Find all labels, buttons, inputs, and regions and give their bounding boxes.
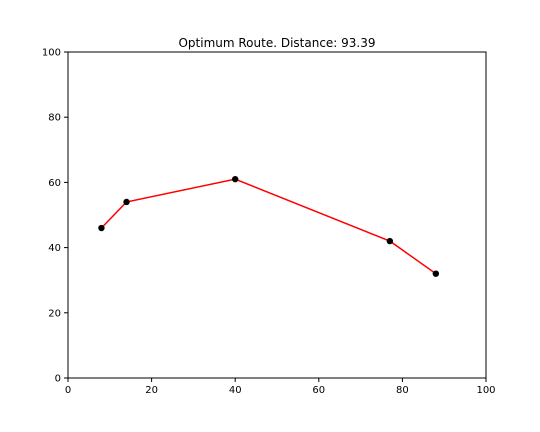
route-point bbox=[432, 270, 440, 277]
route-point bbox=[232, 175, 239, 183]
y-axis: 0 20 40 60 80 100 bbox=[42, 48, 68, 385]
y-tick-label: 0 bbox=[55, 374, 61, 385]
y-tick-label: 40 bbox=[48, 243, 61, 254]
y-tick-label: 60 bbox=[48, 178, 61, 189]
y-tick-label: 20 bbox=[48, 308, 61, 319]
x-tick-label: 80 bbox=[396, 385, 409, 396]
chart-title: Optimum Route. Distance: 93.39 bbox=[178, 36, 375, 50]
y-tick-label: 80 bbox=[48, 113, 61, 124]
route-point bbox=[386, 237, 394, 245]
route-series bbox=[98, 175, 440, 277]
y-tick-label: 100 bbox=[42, 48, 61, 59]
route-point bbox=[123, 198, 130, 206]
x-tick-label: 20 bbox=[145, 385, 158, 396]
x-tick-label: 100 bbox=[476, 385, 495, 396]
x-tick-label: 60 bbox=[312, 385, 325, 396]
route-point bbox=[98, 224, 105, 232]
x-axis: 0 20 40 60 80 100 bbox=[65, 378, 496, 396]
x-tick-label: 0 bbox=[65, 385, 71, 396]
route-line bbox=[100, 178, 437, 275]
plot-area-frame bbox=[67, 51, 487, 379]
x-tick-label: 40 bbox=[229, 385, 242, 396]
